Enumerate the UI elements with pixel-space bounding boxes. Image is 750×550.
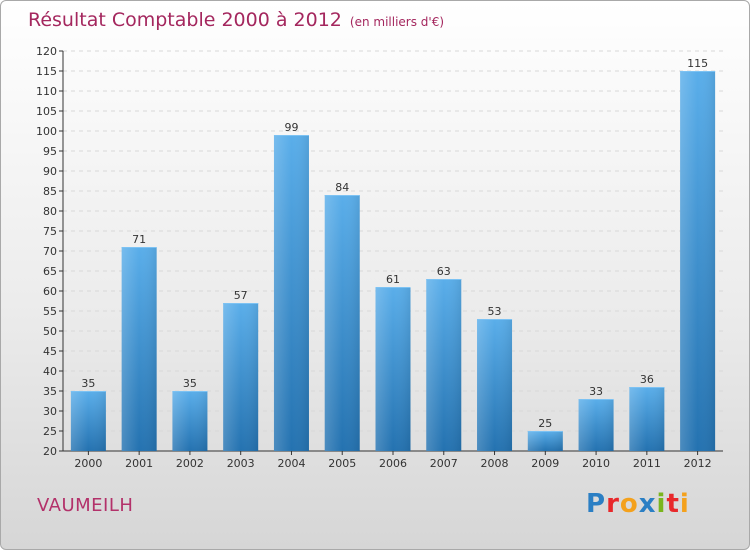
data-label: 63 <box>437 265 451 278</box>
data-label: 99 <box>284 121 298 134</box>
bar-highlight <box>324 195 360 451</box>
y-tick-label: 30 <box>43 405 57 418</box>
data-label: 35 <box>81 377 95 390</box>
data-label: 71 <box>132 233 146 246</box>
y-tick-label: 20 <box>43 445 57 458</box>
logo-letter: o <box>619 489 639 519</box>
bar-highlight <box>273 135 309 451</box>
logo-letter: i <box>679 489 690 519</box>
logo-letter: P <box>586 489 607 519</box>
x-tick-label: 2007 <box>430 457 458 470</box>
x-tick-label: 2001 <box>125 457 153 470</box>
bar-highlight <box>527 431 563 451</box>
y-tick-label: 35 <box>43 385 57 398</box>
chart-title: Résultat Comptable 2000 à 2012 (en millie… <box>28 9 444 31</box>
bar-highlight <box>172 391 208 451</box>
proxiti-logo: Proxiti <box>586 489 690 519</box>
y-tick-label: 45 <box>43 345 57 358</box>
chart-subtitle: (en milliers d'€) <box>349 15 445 29</box>
x-tick-label: 2009 <box>531 457 559 470</box>
bar-highlight <box>375 287 411 451</box>
x-tick-label: 2011 <box>633 457 661 470</box>
x-tick-label: 2012 <box>684 457 712 470</box>
x-tick-label: 2004 <box>277 457 305 470</box>
y-tick-label: 25 <box>43 425 57 438</box>
bar-highlight <box>223 303 259 451</box>
y-tick-label: 115 <box>36 65 57 78</box>
y-tick-label: 85 <box>43 185 57 198</box>
y-tick-label: 70 <box>43 245 57 258</box>
bar-highlight <box>70 391 106 451</box>
y-tick-label: 65 <box>43 265 57 278</box>
y-tick-label: 50 <box>43 325 57 338</box>
data-label: 36 <box>640 373 654 386</box>
logo-letter: x <box>638 489 657 519</box>
y-tick-label: 40 <box>43 365 57 378</box>
y-tick-label: 110 <box>36 85 57 98</box>
x-tick-label: 2002 <box>176 457 204 470</box>
y-tick-label: 60 <box>43 285 57 298</box>
data-label: 61 <box>386 273 400 286</box>
x-tick-label: 2005 <box>328 457 356 470</box>
y-tick-label: 80 <box>43 205 57 218</box>
data-label: 35 <box>183 377 197 390</box>
bar-highlight <box>578 399 614 451</box>
chart-title-text: Résultat Comptable 2000 à 2012 <box>28 9 342 31</box>
bar-highlight <box>121 247 157 451</box>
logo-letter: i <box>656 489 667 519</box>
x-tick-label: 2008 <box>481 457 509 470</box>
y-tick-label: 100 <box>36 125 57 138</box>
data-label: 57 <box>234 289 248 302</box>
data-label: 115 <box>687 57 708 70</box>
data-label: 84 <box>335 181 349 194</box>
data-label: 33 <box>589 385 603 398</box>
data-label: 53 <box>488 305 502 318</box>
bar-highlight <box>629 387 665 451</box>
y-tick-label: 95 <box>43 145 57 158</box>
x-tick-label: 2003 <box>227 457 255 470</box>
data-label: 25 <box>538 417 552 430</box>
logo-letter: r <box>606 489 620 519</box>
place-name: VAUMEILH <box>37 495 134 516</box>
logo-letter: t <box>666 489 680 519</box>
y-tick-label: 75 <box>43 225 57 238</box>
bar-highlight <box>477 319 513 451</box>
x-tick-label: 2010 <box>582 457 610 470</box>
y-tick-label: 120 <box>36 45 57 58</box>
x-tick-label: 2006 <box>379 457 407 470</box>
bar-highlight <box>680 71 716 451</box>
y-tick-label: 55 <box>43 305 57 318</box>
y-tick-label: 90 <box>43 165 57 178</box>
x-tick-label: 2000 <box>74 457 102 470</box>
bar-highlight <box>426 279 462 451</box>
y-tick-label: 105 <box>36 105 57 118</box>
